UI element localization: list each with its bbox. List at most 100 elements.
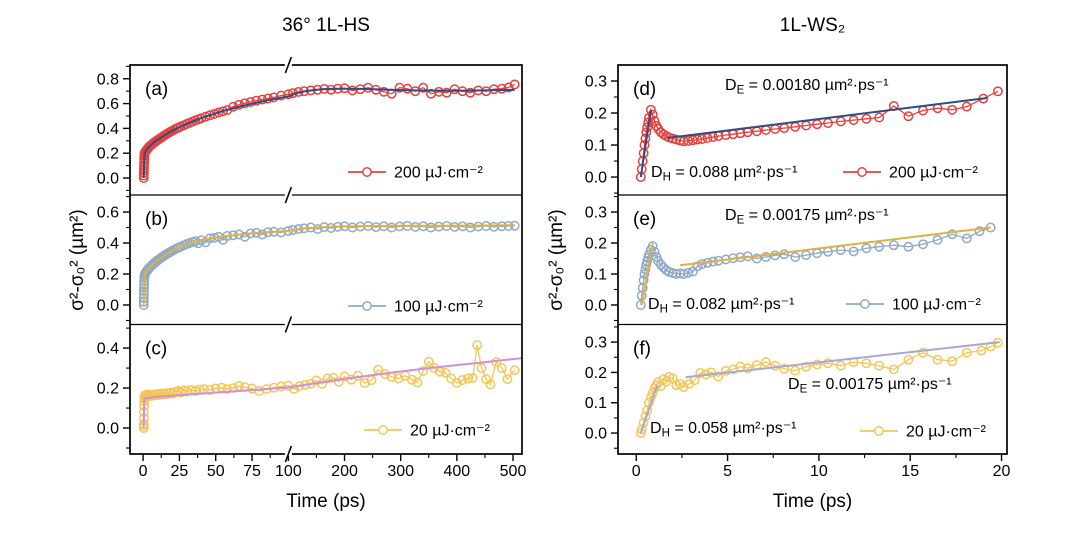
svg-text:20: 20 bbox=[993, 463, 1011, 480]
svg-text:0.2: 0.2 bbox=[97, 267, 119, 284]
svg-text:0.0: 0.0 bbox=[97, 171, 119, 188]
svg-text:0.3: 0.3 bbox=[585, 205, 607, 222]
legend-marker-sample bbox=[362, 167, 372, 177]
svg-text:0.6: 0.6 bbox=[97, 205, 119, 222]
panel-e-letter: (e) bbox=[633, 209, 656, 230]
y-axis-panel-a: 0.0 0.2 0.4 0.6 0.8 bbox=[97, 65, 130, 191]
axis-break-mark bbox=[284, 316, 293, 333]
svg-text:0.4: 0.4 bbox=[97, 121, 119, 138]
svg-text:0.0: 0.0 bbox=[585, 297, 607, 314]
svg-text:0.2: 0.2 bbox=[97, 381, 119, 398]
panel-f-annotation-DH: DH = 0.058 µm²·ps⁻¹ bbox=[650, 420, 796, 440]
legend-label: 100 µJ·cm⁻² bbox=[394, 299, 483, 316]
x-axis-right: 0 5 10 15 20 bbox=[632, 454, 1011, 480]
axis-break-mark bbox=[284, 445, 293, 463]
svg-text:200: 200 bbox=[331, 463, 358, 480]
svg-text:0.2: 0.2 bbox=[585, 106, 607, 123]
svg-text:0.0: 0.0 bbox=[585, 170, 607, 187]
y-axis-panel-d: 0.0 0.1 0.2 0.3 bbox=[585, 74, 618, 194]
legend-label: 200 µJ·cm⁻² bbox=[394, 165, 483, 182]
panel-e-series-markers bbox=[635, 222, 996, 310]
legend-label: 20 µJ·cm⁻² bbox=[906, 424, 987, 441]
svg-text:0.0: 0.0 bbox=[97, 421, 119, 438]
x-axis-title-left: Time (ps) bbox=[286, 491, 366, 512]
panel-e-legend: 100 µJ·cm⁻² bbox=[846, 297, 981, 314]
panel-e-annotation-DH: DH = 0.082 µm²·ps⁻¹ bbox=[648, 296, 794, 316]
column-left: 0.00.20.40.60.8 (a)200 µJ·cm⁻²0.00.20.40.… bbox=[97, 56, 527, 480]
svg-text:25: 25 bbox=[171, 463, 189, 480]
legend-label: 100 µJ·cm⁻² bbox=[892, 297, 981, 314]
panel-b-letter: (b) bbox=[145, 209, 168, 230]
legend-marker-sample bbox=[860, 299, 870, 309]
y-axis-panel-e: 0.0 0.1 0.2 0.3 bbox=[585, 195, 618, 322]
svg-text:100: 100 bbox=[275, 463, 302, 480]
svg-text:0.1: 0.1 bbox=[585, 267, 607, 284]
legend-marker-sample bbox=[874, 426, 884, 436]
panel-b: 0.0 0.2 0.4 0.6 (b) 100 µJ·cm⁻² bbox=[97, 195, 520, 322]
y-axis-panel-b: 0.0 0.2 0.4 0.6 bbox=[97, 195, 130, 322]
svg-text:15: 15 bbox=[901, 463, 919, 480]
panel-c: 0.0 0.2 0.4 (c) 20 µJ·cm⁻² bbox=[97, 327, 521, 449]
panel-e: 0.0 0.1 0.2 0.3 (e) 100 µJ·cm⁻² DE = 0.00175 µ… bbox=[585, 195, 996, 322]
panel-e-fit-line-0 bbox=[640, 242, 654, 306]
svg-text:10: 10 bbox=[810, 463, 828, 480]
plot-frame bbox=[617, 64, 1008, 455]
svg-text:0.3: 0.3 bbox=[585, 335, 607, 352]
panel-d-annotation-DE: DE = 0.00180 µm²·ps⁻¹ bbox=[725, 77, 889, 97]
y-axis-panel-c: 0.0 0.2 0.4 bbox=[97, 327, 130, 449]
panel-a-letter: (a) bbox=[145, 79, 168, 100]
panel-f: 0.0 0.1 0.2 0.3 (f) 20 µJ·cm⁻² DE = 0.00175 µm… bbox=[585, 326, 1003, 449]
legend-marker-sample bbox=[362, 301, 372, 311]
plot-frame bbox=[129, 64, 523, 455]
panel-f-letter: (f) bbox=[633, 339, 651, 360]
panel-b-fit-line-0 bbox=[142, 224, 515, 306]
y-axis-panel-f: 0.0 0.1 0.2 0.3 bbox=[585, 326, 618, 449]
column-title-left: 36° 1L-HS bbox=[282, 15, 370, 36]
column-title-right: 1L-WS₂ bbox=[779, 15, 846, 36]
svg-text:5: 5 bbox=[723, 463, 732, 480]
svg-text:0.2: 0.2 bbox=[97, 146, 119, 163]
axis-break-mark bbox=[284, 186, 293, 204]
panel-e-fit-line-1 bbox=[679, 226, 991, 267]
panel-d-fit-line-0 bbox=[639, 109, 652, 178]
legend-label: 20 µJ·cm⁻² bbox=[410, 423, 491, 440]
panel-d-letter: (d) bbox=[633, 79, 656, 100]
panel-c-letter: (c) bbox=[145, 339, 167, 360]
svg-text:0.4: 0.4 bbox=[97, 341, 119, 358]
svg-text:50: 50 bbox=[207, 463, 225, 480]
panel-b-series-markers bbox=[138, 220, 520, 310]
panel-a-fit-line-0 bbox=[142, 87, 515, 179]
svg-text:0.2: 0.2 bbox=[585, 365, 607, 382]
panel-a-legend: 200 µJ·cm⁻² bbox=[348, 165, 483, 182]
legend-label: 200 µJ·cm⁻² bbox=[889, 165, 978, 182]
panel-e-series-line bbox=[640, 226, 991, 306]
panel-d-fit-line-1 bbox=[667, 97, 988, 139]
svg-text:75: 75 bbox=[243, 463, 261, 480]
axis-break-mark bbox=[284, 56, 293, 74]
svg-text:300: 300 bbox=[387, 463, 414, 480]
svg-text:0.6: 0.6 bbox=[97, 96, 119, 113]
svg-text:0.0: 0.0 bbox=[97, 297, 119, 314]
panel-d-legend: 200 µJ·cm⁻² bbox=[843, 165, 978, 182]
svg-text:0: 0 bbox=[139, 463, 148, 480]
svg-text:400: 400 bbox=[444, 463, 471, 480]
panel-a: 0.0 0.2 0.4 0.6 0.8 (a) 200 µJ·cm⁻² bbox=[97, 65, 520, 191]
column-right: 0.0 0.1 0.2 0.3 (d) 200 µJ·cm⁻² DE = 0.00180 µ… bbox=[585, 64, 1011, 480]
panel-f-legend: 20 µJ·cm⁻² bbox=[860, 424, 987, 441]
legend-marker-sample bbox=[857, 167, 867, 177]
panel-f-fit-line-1 bbox=[685, 341, 1000, 379]
svg-text:0.8: 0.8 bbox=[97, 71, 119, 88]
panel-d: 0.0 0.1 0.2 0.3 (d) 200 µJ·cm⁻² DE = 0.00180 µ… bbox=[585, 74, 1003, 194]
svg-text:0.2: 0.2 bbox=[585, 236, 607, 253]
panel-e-annotation-DE: DE = 0.00175 µm²·ps⁻¹ bbox=[725, 207, 889, 227]
svg-text:500: 500 bbox=[500, 463, 527, 480]
y-axis-title-left: σ²-σ₀² (µm²) bbox=[67, 209, 88, 311]
y-axis-title-right: σ²-σ₀² (µm²) bbox=[546, 209, 567, 311]
panel-c-fit-line-0 bbox=[142, 357, 521, 429]
svg-text:0: 0 bbox=[632, 463, 641, 480]
svg-text:0.3: 0.3 bbox=[585, 74, 607, 91]
x-axis-left: 0 25 50 75 100 200 300 400 500 bbox=[139, 454, 527, 480]
x-axis-title-right: Time (ps) bbox=[772, 491, 853, 512]
